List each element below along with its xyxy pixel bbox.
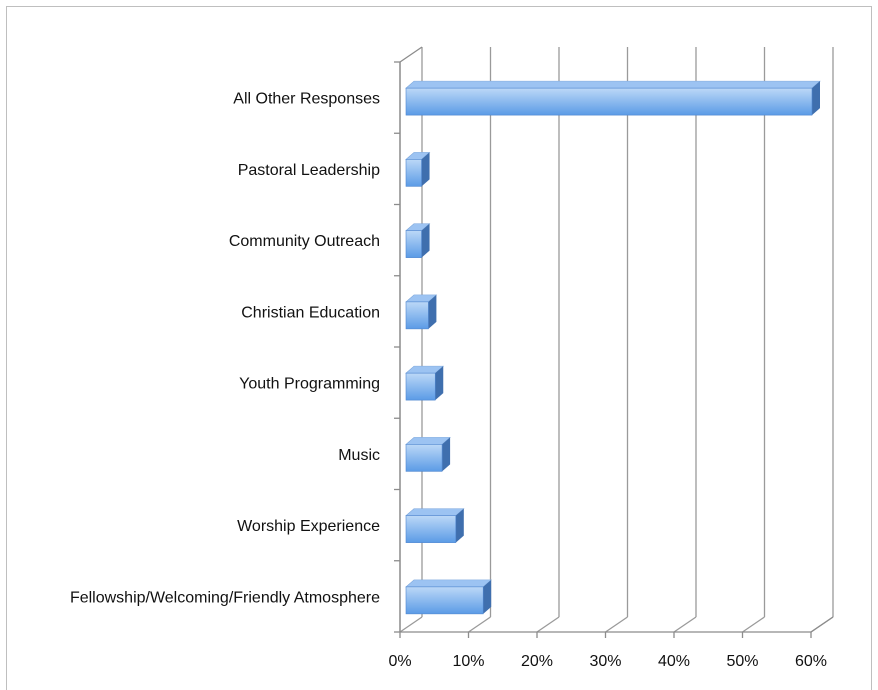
x-tick-label: 10% [452,653,484,670]
floor-gridline [468,616,491,633]
category-label: Christian Education [241,304,380,321]
bar [405,579,492,615]
bar-front-face [405,301,429,330]
bar-top-face [405,508,465,516]
bar [405,152,431,187]
bar [405,294,438,330]
category-label: Community Outreach [229,233,380,250]
x-tick-label: 30% [589,653,621,670]
y-axis-top-edge [399,46,423,63]
category-label: All Other Responses [233,91,380,108]
chart-frame [6,6,872,690]
bar [405,437,451,472]
floor-right-edge [810,616,834,633]
bar-front-face [405,372,436,401]
x-tick-label: 20% [521,653,553,670]
bars [405,80,821,615]
category-labels: All Other Responses Pastoral Leadership Co… [70,91,380,607]
bar-front-face [405,87,813,116]
bar-front-face [405,230,422,258]
bar-front-face [405,444,443,472]
x-tick-label: 50% [726,653,758,670]
gridlines [399,47,834,633]
floor-gridline [673,616,697,633]
bar-top-face [405,579,492,588]
bar [405,223,431,258]
bar-top-face [405,80,821,89]
bar-side-face [435,366,444,401]
floor-gridline [399,616,423,633]
bar [405,80,821,116]
bar-side-face [421,152,430,187]
x-tick-label: 40% [658,653,690,670]
bar-side-face [421,223,430,258]
bar-front-face [405,586,484,615]
bar [405,365,445,401]
bar-front-face [405,515,457,543]
bar-side-face [442,437,451,472]
bar-side-face [483,579,492,614]
floor-gridline [742,616,765,633]
category-label: Music [338,447,380,464]
category-label: Pastoral Leadership [238,162,380,179]
x-tick-labels: 0% 10% 20% 30% 40% 50% 60% [388,653,827,670]
bar-side-face [428,294,437,329]
bar-front-face [405,159,422,187]
floor-gridline [605,616,628,633]
x-tick-label: 60% [795,653,827,670]
category-label: Youth Programming [239,376,380,393]
floor-gridline [536,616,560,633]
category-label: Worship Experience [237,518,380,535]
bar-side-face [812,81,820,116]
bar [405,508,465,543]
bar-side-face [455,508,464,543]
x-tick-label: 0% [388,653,411,670]
axes [394,46,834,638]
category-label: Fellowship/Welcoming/Friendly Atmosphere [70,589,380,606]
